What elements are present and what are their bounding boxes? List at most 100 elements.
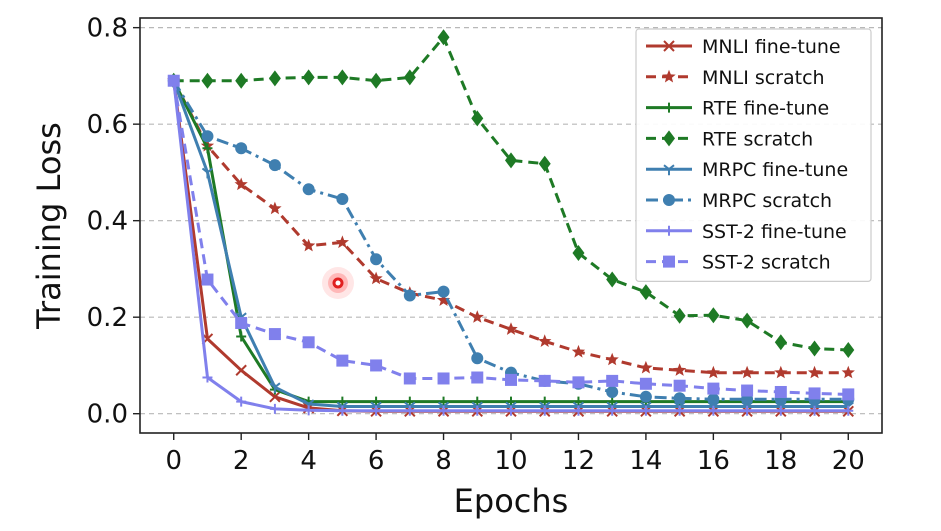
data-point bbox=[201, 130, 214, 143]
data-point bbox=[842, 388, 855, 401]
data-point bbox=[371, 405, 382, 416]
series-line bbox=[172, 80, 849, 375]
series-7 bbox=[167, 74, 855, 401]
data-point bbox=[843, 405, 854, 416]
data-point bbox=[201, 273, 214, 286]
data-point bbox=[201, 72, 214, 89]
y-tick-label: 0.2 bbox=[87, 303, 128, 333]
data-point bbox=[437, 29, 450, 46]
data-point bbox=[302, 238, 316, 252]
series-3 bbox=[167, 29, 855, 358]
data-point bbox=[605, 352, 619, 366]
legend-marker bbox=[663, 40, 675, 52]
data-point bbox=[403, 289, 416, 302]
legend-entry: MNLI fine-tune bbox=[646, 36, 841, 58]
data-point bbox=[437, 372, 450, 385]
data-point bbox=[539, 405, 550, 416]
data-point bbox=[706, 365, 720, 379]
data-point bbox=[742, 405, 753, 416]
data-point bbox=[336, 354, 349, 367]
legend: MNLI fine-tune MNLI scratch RTE fine-tune R… bbox=[635, 28, 872, 282]
data-point bbox=[303, 405, 314, 416]
series-lines bbox=[167, 29, 855, 417]
data-point bbox=[201, 167, 214, 179]
data-point bbox=[809, 405, 820, 416]
data-point bbox=[774, 385, 787, 398]
data-point bbox=[572, 245, 585, 262]
legend-box bbox=[635, 28, 872, 282]
data-point bbox=[202, 143, 213, 154]
data-point bbox=[673, 392, 686, 405]
series-6 bbox=[168, 75, 854, 416]
data-point bbox=[268, 201, 282, 215]
y-tick-label: 0.6 bbox=[87, 110, 128, 140]
data-point bbox=[606, 374, 619, 387]
data-point bbox=[404, 405, 415, 416]
legend-entry: MNLI scratch bbox=[646, 67, 825, 89]
legend-label: MRPC fine-tune bbox=[702, 159, 848, 181]
data-point bbox=[842, 342, 855, 358]
data-point bbox=[505, 152, 517, 169]
legend-label: MNLI fine-tune bbox=[702, 36, 841, 58]
legend-marker bbox=[663, 255, 675, 268]
legend-marker bbox=[664, 225, 674, 236]
data-point bbox=[235, 142, 248, 155]
data-point bbox=[538, 155, 551, 172]
x-tick-label: 0 bbox=[165, 446, 182, 476]
legend-entry: RTE scratch bbox=[646, 128, 813, 150]
data-point bbox=[539, 396, 550, 407]
x-tick-label: 18 bbox=[764, 446, 797, 476]
data-point bbox=[505, 373, 517, 386]
legend-entry: SST-2 scratch bbox=[646, 252, 831, 274]
data-point bbox=[607, 396, 618, 407]
legend-marker bbox=[663, 194, 675, 206]
data-point bbox=[335, 235, 349, 249]
data-point bbox=[370, 72, 383, 89]
legend-label: RTE scratch bbox=[702, 128, 813, 150]
data-point bbox=[236, 396, 247, 407]
data-point bbox=[236, 331, 247, 342]
data-point bbox=[472, 405, 483, 416]
legend-marker bbox=[663, 164, 675, 176]
data-point bbox=[707, 393, 720, 406]
data-point bbox=[370, 359, 383, 372]
data-point bbox=[673, 379, 686, 392]
data-point bbox=[573, 405, 584, 416]
data-point bbox=[774, 334, 787, 351]
data-point bbox=[571, 344, 586, 358]
x-tick-label: 20 bbox=[832, 446, 865, 476]
legend-marker bbox=[664, 102, 674, 113]
data-point bbox=[471, 352, 484, 365]
data-point bbox=[337, 405, 348, 416]
data-point bbox=[741, 312, 754, 329]
legend-label: SST-2 fine-tune bbox=[702, 221, 847, 243]
data-point bbox=[403, 69, 416, 86]
legend-entry: SST-2 fine-tune bbox=[646, 221, 847, 243]
data-point bbox=[167, 74, 180, 87]
data-point bbox=[707, 382, 720, 395]
x-axis-label: Epochs bbox=[454, 482, 569, 520]
data-point bbox=[403, 372, 416, 385]
data-point bbox=[302, 69, 315, 86]
legend-entry: RTE fine-tune bbox=[646, 98, 829, 120]
data-point bbox=[437, 285, 450, 298]
x-tick-label: 10 bbox=[494, 446, 527, 476]
data-point bbox=[708, 405, 719, 416]
legend-marker bbox=[663, 130, 675, 147]
data-point bbox=[775, 405, 786, 416]
y-tick-label: 0.4 bbox=[87, 207, 128, 237]
axis-ticks: 0.0 0.2 0.4 0.6 0.8 0 2 4 6 8 10 12 14 16 18 20 bbox=[87, 14, 865, 476]
x-tick-label: 12 bbox=[562, 446, 595, 476]
data-point bbox=[606, 271, 619, 288]
data-point bbox=[774, 365, 788, 379]
data-point bbox=[269, 382, 281, 394]
data-point bbox=[740, 365, 754, 379]
x-tick-label: 16 bbox=[697, 446, 730, 476]
data-point bbox=[336, 192, 349, 205]
data-point bbox=[471, 110, 484, 127]
data-point bbox=[472, 396, 483, 407]
data-point bbox=[741, 384, 754, 397]
data-point bbox=[506, 405, 516, 416]
data-point bbox=[369, 271, 383, 285]
